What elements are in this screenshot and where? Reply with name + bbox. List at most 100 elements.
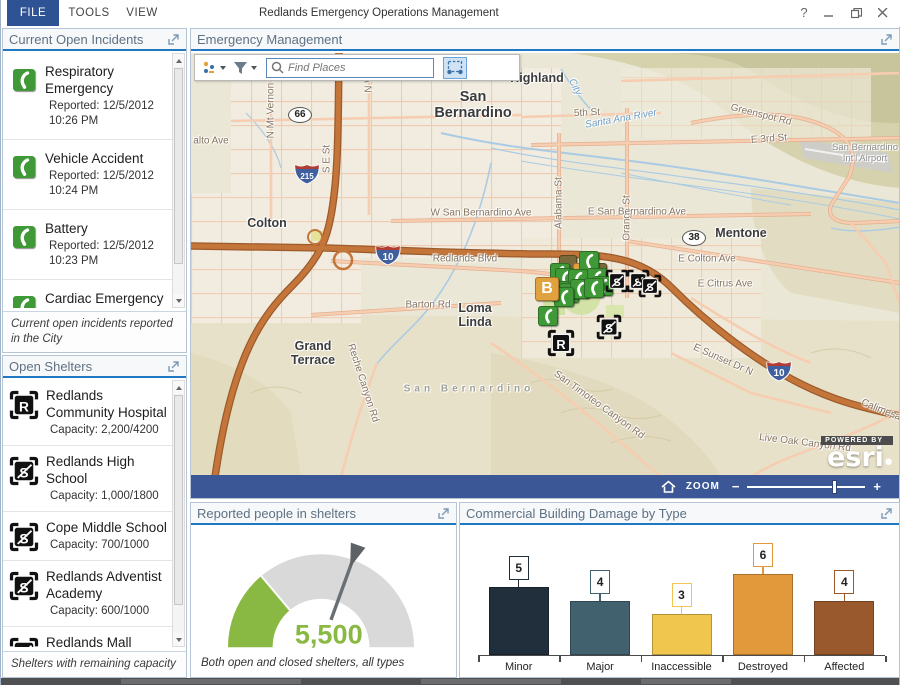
shelter-list-item[interactable]: S Redlands High School Capacity: 1,000/1… xyxy=(3,446,172,512)
zoom-in-button[interactable]: + xyxy=(873,478,881,494)
shelter-capacity: Capacity: 2,200/4200 xyxy=(50,424,159,436)
filter-tool-button[interactable] xyxy=(231,57,259,79)
shelter-list-item[interactable]: R Redlands Community Hospital Capacity: … xyxy=(3,380,172,446)
minimize-button[interactable] xyxy=(819,4,839,22)
incident-name: Vehicle Accident xyxy=(45,151,144,166)
incident-list-item[interactable]: Vehicle Accident Reported: 12/5/2012 10:… xyxy=(3,140,172,210)
phone-icon xyxy=(13,156,35,178)
find-places-searchbox xyxy=(266,57,434,78)
shelters-caption: Shelters with remaining capacity xyxy=(3,651,186,677)
bar[interactable] xyxy=(488,587,549,655)
shelter-list-item[interactable]: S Redlands Mall Capacity: 400/1100 xyxy=(3,627,172,647)
gauge-value: 5,500 xyxy=(295,618,363,649)
map-toolbar xyxy=(194,54,520,81)
shelters-panel-header: Open Shelters xyxy=(3,356,186,378)
incident-name: Respiratory Emergency xyxy=(45,64,115,96)
popout-icon[interactable] xyxy=(167,33,180,46)
shelter-capacity: Capacity: 1,000/1800 xyxy=(50,490,159,502)
popout-icon[interactable] xyxy=(880,33,893,46)
incident-list-item[interactable]: Respiratory Emergency Reported: 12/5/201… xyxy=(3,53,172,140)
bar[interactable] xyxy=(732,574,793,655)
scroll-thumb[interactable] xyxy=(174,68,183,264)
map[interactable]: Highland San Bernardino Colton Mentone Loma … xyxy=(191,53,899,475)
shelter-icon: R xyxy=(9,390,39,420)
menu-view[interactable]: VIEW xyxy=(126,7,158,19)
search-input[interactable] xyxy=(288,61,429,74)
scroll-up-icon[interactable] xyxy=(173,381,184,394)
filter-icon xyxy=(234,61,247,74)
legend-tool-button[interactable] xyxy=(200,57,228,79)
incident-reported: Reported: 12/5/2012 10:23 PM xyxy=(49,240,154,267)
bar-value-callout: 5 xyxy=(508,556,529,580)
bar[interactable] xyxy=(814,601,875,655)
bar-slot[interactable]: 4 xyxy=(804,531,885,655)
shelter-icon: S xyxy=(9,456,39,486)
gauge-panel-header: Reported people in shelters xyxy=(191,503,456,525)
incidents-list: Respiratory Emergency Reported: 12/5/201… xyxy=(3,53,186,308)
basemap xyxy=(191,53,899,475)
map-panel-title: Emergency Management xyxy=(197,31,343,47)
scroll-down-icon[interactable] xyxy=(173,294,184,307)
incidents-caption: Current open incidents reported in the C… xyxy=(3,311,186,352)
scroll-thumb[interactable] xyxy=(174,395,183,605)
bar-slot[interactable]: 3 xyxy=(641,531,722,655)
popout-icon[interactable] xyxy=(880,507,893,520)
shelter-name: Redlands High School xyxy=(46,454,135,486)
incident-reported: Reported: 12/5/2012 10:24 PM xyxy=(49,170,154,197)
incidents-panel-title: Current Open Incidents xyxy=(9,31,144,47)
zoom-slider[interactable] xyxy=(747,479,866,494)
incident-list-item[interactable]: Cardiac Emergency Reported: 12/5/2012 10… xyxy=(3,280,172,308)
chart-x-axis xyxy=(478,655,887,662)
scroll-down-icon[interactable] xyxy=(173,633,184,646)
help-button[interactable]: ? xyxy=(800,5,808,20)
restore-button[interactable] xyxy=(846,4,866,22)
bar-category-label: Inaccessible xyxy=(651,661,712,673)
chart-x-labels: Minor Major Inaccessible Destroyed Affected xyxy=(478,661,885,673)
window-title: Redlands Emergency Operations Management xyxy=(259,7,499,19)
bar-chart-panel-title: Commercial Building Damage by Type xyxy=(466,505,687,521)
select-tool-button[interactable] xyxy=(443,56,467,79)
bar[interactable] xyxy=(570,601,631,655)
callout-leader xyxy=(517,580,520,587)
bar-slot[interactable]: 6 xyxy=(722,531,803,655)
shelter-capacity: Capacity: 600/1000 xyxy=(50,605,150,617)
bar-chart: 5 4 3 6 4 xyxy=(478,531,885,655)
bar-value-callout: 6 xyxy=(752,543,773,567)
popout-icon[interactable] xyxy=(167,360,180,373)
shelter-gauge: 5,500 xyxy=(201,529,441,658)
incident-reported: Reported: 12/5/2012 10:26 PM xyxy=(49,100,154,127)
zoom-out-button[interactable]: − xyxy=(731,478,740,494)
bar[interactable] xyxy=(651,614,712,655)
shelter-list-item[interactable]: S Redlands Adventist Academy Capacity: 6… xyxy=(3,561,172,627)
callout-leader xyxy=(843,594,846,601)
shelters-panel: Open Shelters R Redlands Community Hospi… xyxy=(2,355,187,678)
bar-slot[interactable]: 5 xyxy=(478,531,559,655)
menu-file[interactable]: FILE xyxy=(7,0,59,26)
gauge-panel: Reported people in shelters 5,500 Both o… xyxy=(190,502,457,678)
home-icon[interactable] xyxy=(661,480,676,493)
shelters-list: R Redlands Community Hospital Capacity: … xyxy=(3,380,186,647)
incidents-scrollbar[interactable] xyxy=(172,53,185,308)
popout-icon[interactable] xyxy=(437,507,450,520)
close-button[interactable] xyxy=(873,4,893,22)
phone-icon xyxy=(13,296,35,308)
phone-icon xyxy=(13,69,35,91)
bottom-strip xyxy=(1,678,899,685)
shelters-scrollbar[interactable] xyxy=(172,380,185,647)
shelter-icon: S xyxy=(9,522,39,552)
menu-tools[interactable]: TOOLS xyxy=(68,7,110,19)
shelter-name: Redlands Community Hospital xyxy=(46,388,167,420)
bar-chart-panel-header: Commercial Building Damage by Type xyxy=(460,503,899,525)
shelter-name: Redlands Mall xyxy=(46,635,132,647)
incident-name: Battery xyxy=(45,221,88,236)
gauge-panel-title: Reported people in shelters xyxy=(197,505,356,521)
bar-category-label: Minor xyxy=(504,661,533,673)
scroll-up-icon[interactable] xyxy=(173,54,184,67)
zoom-slider-handle[interactable] xyxy=(832,479,838,494)
bar-value-callout: 4 xyxy=(590,570,611,594)
shelter-list-item[interactable]: S Cope Middle School Capacity: 700/1000 xyxy=(3,512,172,561)
svg-text:R: R xyxy=(19,399,29,414)
callout-leader xyxy=(599,594,601,601)
incident-list-item[interactable]: Battery Reported: 12/5/2012 10:23 PM xyxy=(3,210,172,280)
bar-slot[interactable]: 4 xyxy=(559,531,640,655)
